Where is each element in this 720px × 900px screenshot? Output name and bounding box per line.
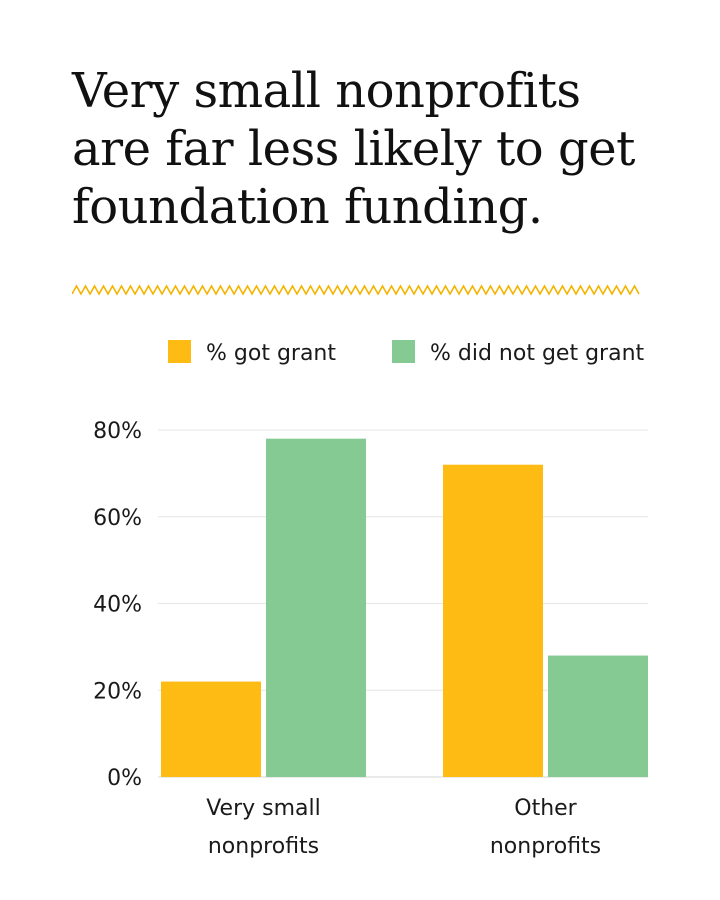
- title-line-3: foundation funding.: [72, 179, 543, 235]
- legend-label: % got grant: [206, 341, 336, 366]
- legend-label: % did not get grant: [430, 341, 645, 366]
- title-line-2: are far less likely to get: [72, 121, 635, 177]
- x-category-label: nonprofits: [490, 834, 601, 859]
- bar-did-not-get-grant-2: [548, 655, 648, 777]
- legend-swatch: [392, 340, 415, 363]
- y-tick-label: 60%: [93, 506, 142, 531]
- x-category-label: Other: [514, 796, 577, 821]
- chart-title: Very small nonprofits are far less likel…: [72, 62, 692, 236]
- y-tick-label: 20%: [93, 679, 142, 704]
- y-tick-label: 40%: [93, 593, 142, 618]
- x-axis: Very small nonprofits Other nonprofits: [206, 796, 601, 859]
- y-tick-label: 80%: [93, 419, 142, 444]
- title-line-1: Very small nonprofits: [72, 63, 581, 119]
- bar-got-grant-2: [443, 464, 543, 777]
- x-category-label: nonprofits: [208, 834, 319, 859]
- x-category-label: Very small: [206, 796, 321, 821]
- legend-swatch: [168, 340, 191, 363]
- bar-got-grant-1: [161, 681, 261, 777]
- bar-did-not-get-grant-1: [266, 438, 366, 777]
- y-tick-label: 0%: [107, 766, 142, 791]
- legend: % got grant % did not get grant: [168, 340, 645, 366]
- y-axis: 0% 20% 40% 60% 80%: [93, 419, 142, 791]
- bars: [161, 438, 648, 777]
- zigzag-divider: [72, 284, 640, 296]
